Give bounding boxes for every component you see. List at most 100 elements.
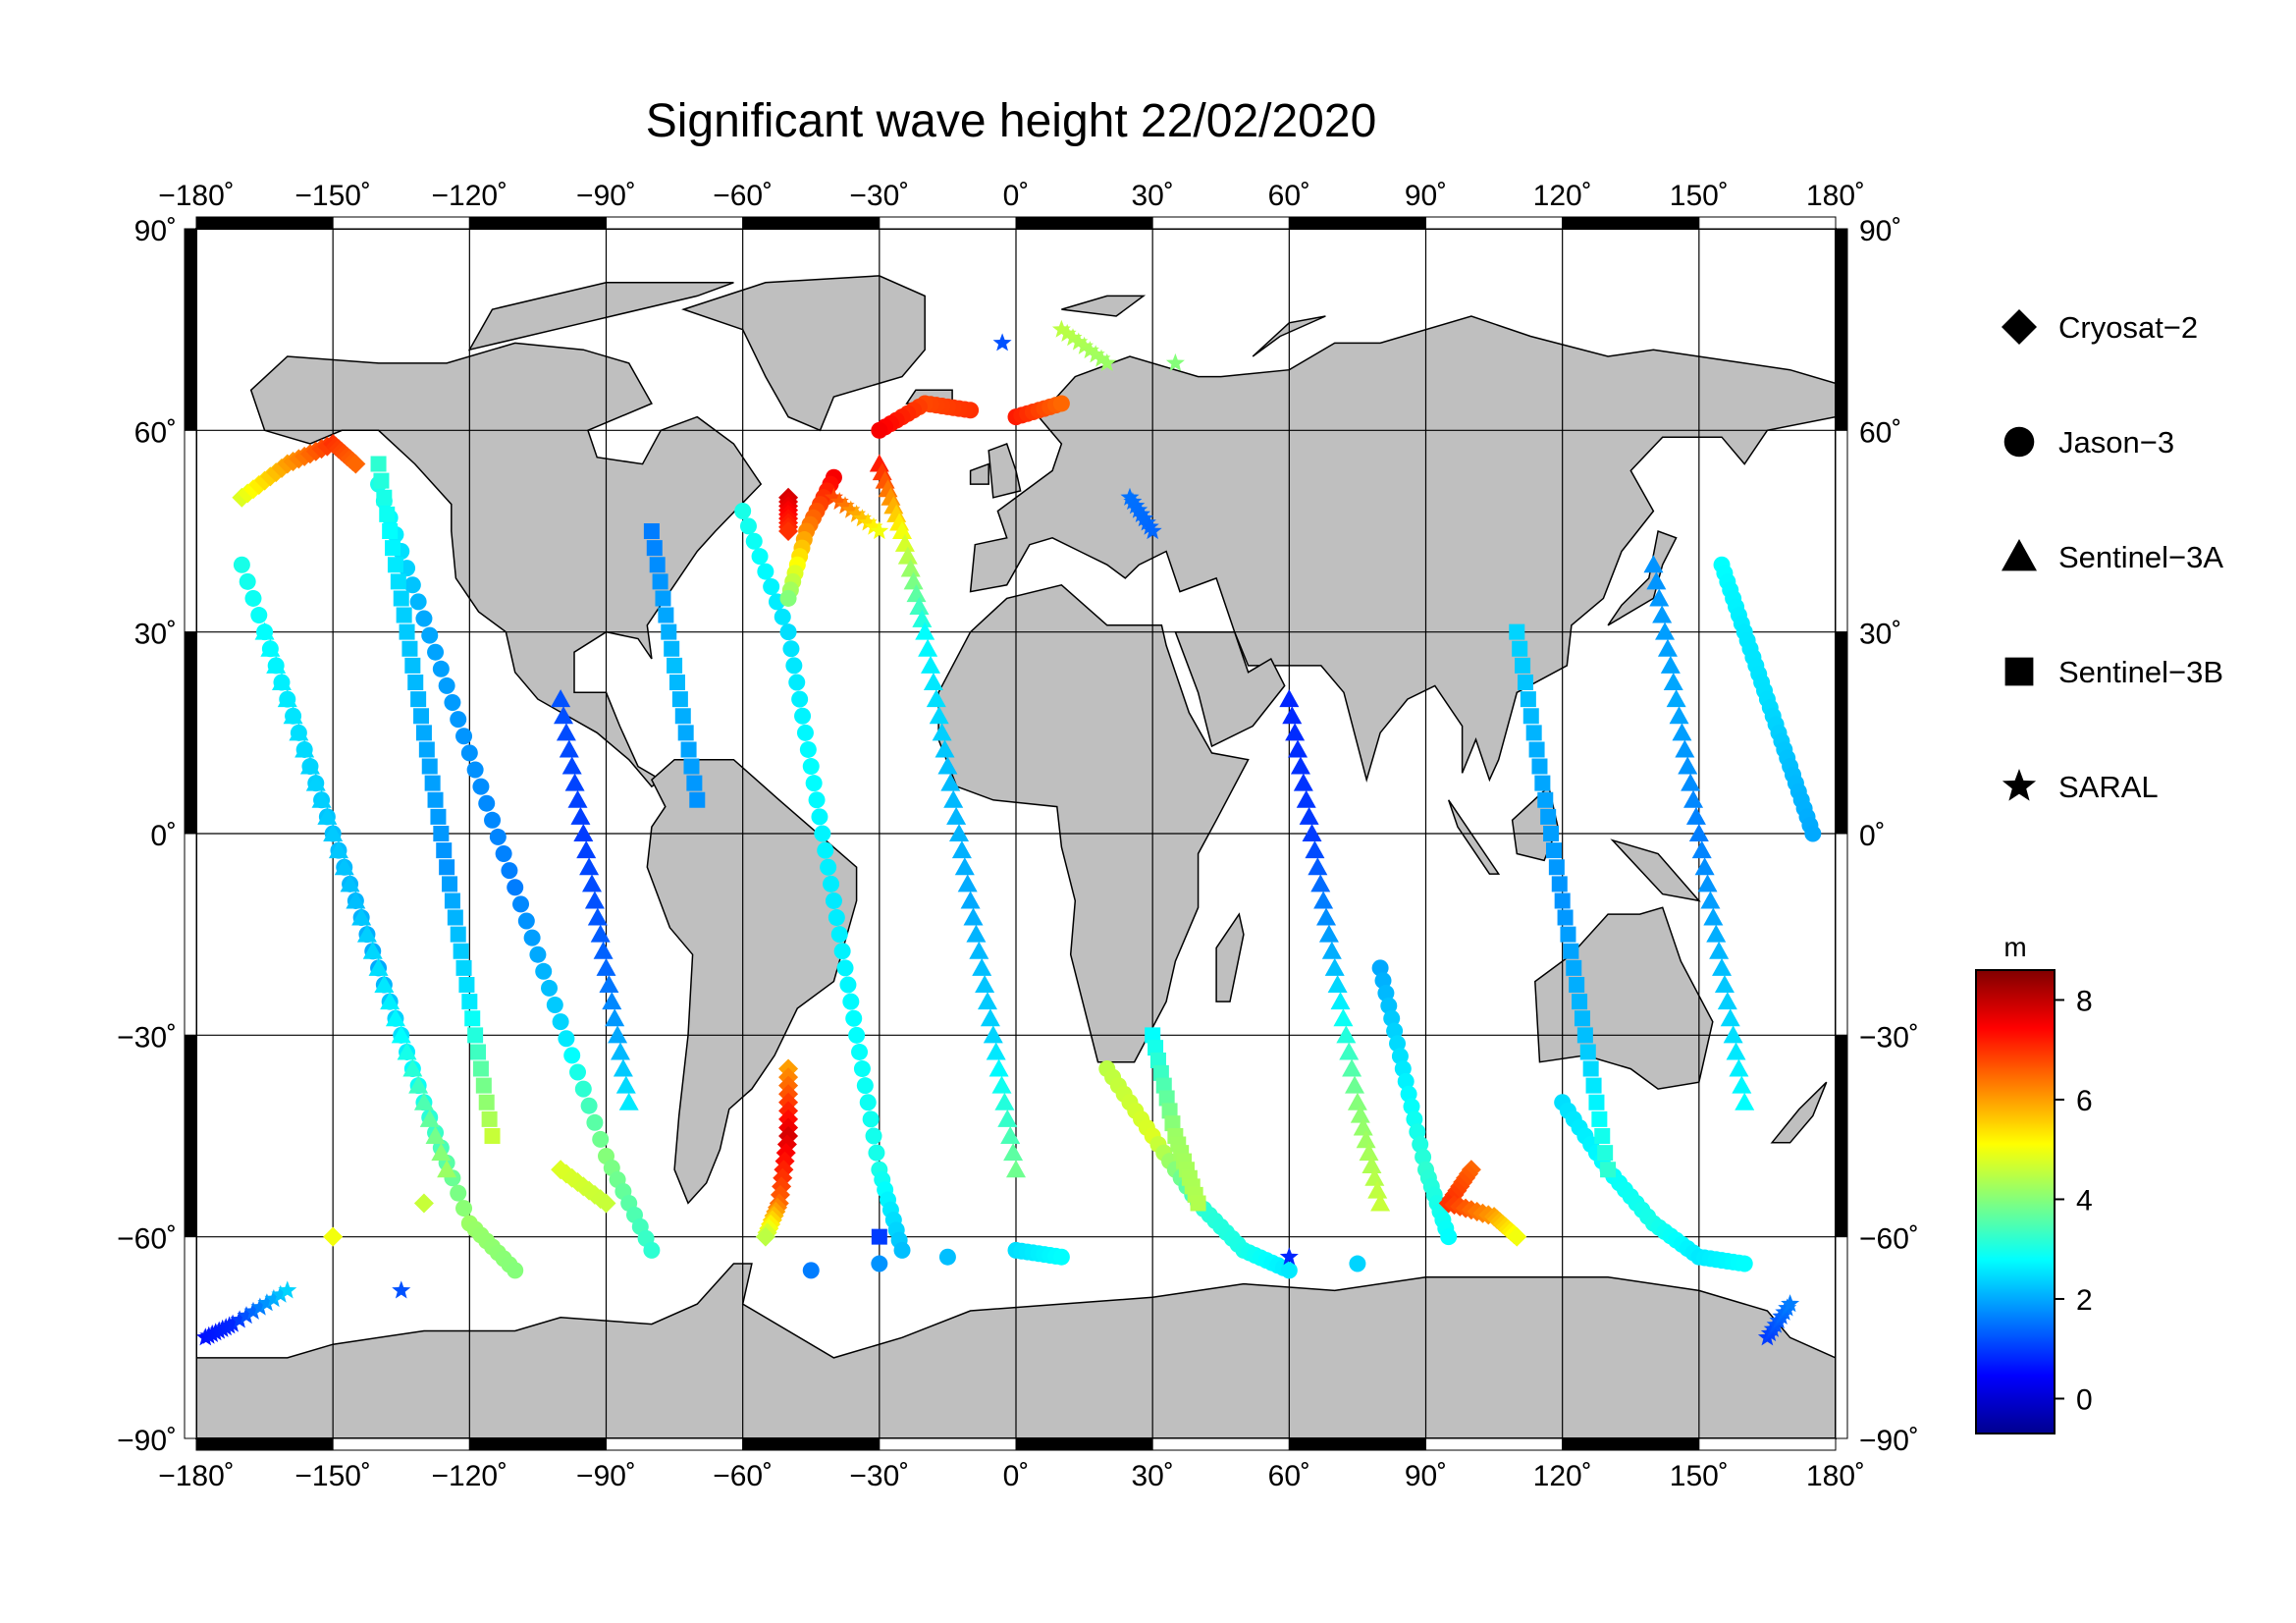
data-point — [1006, 1160, 1026, 1178]
lon-tick-label-bottom: −60˚ — [713, 1460, 773, 1492]
track-point — [1732, 1075, 1752, 1094]
lon-tick-label-top: −90˚ — [576, 180, 636, 212]
track-point — [447, 909, 463, 926]
track-point — [830, 926, 848, 944]
data-point — [802, 1262, 820, 1279]
data-point — [755, 1226, 775, 1247]
track-point — [1359, 1143, 1379, 1162]
data-point — [1440, 1228, 1458, 1246]
track-point — [969, 941, 989, 959]
track-point — [1525, 725, 1542, 741]
track-point — [1540, 808, 1557, 825]
track-point — [1285, 723, 1306, 741]
track-point — [1574, 1010, 1590, 1027]
track-point — [1563, 943, 1579, 959]
data-point — [1145, 1027, 1161, 1044]
track-point — [862, 1110, 880, 1128]
track-point — [380, 992, 400, 1010]
data-point — [1509, 623, 1525, 640]
track-point — [903, 571, 924, 590]
track-point — [271, 673, 292, 690]
track-point — [954, 857, 975, 876]
track-point — [1299, 806, 1319, 825]
track-point — [450, 926, 466, 943]
track-point — [580, 1097, 598, 1114]
legend-triangle-icon — [2002, 539, 2037, 571]
track-point — [668, 675, 685, 690]
track-point — [966, 924, 987, 943]
axis-tick-labels: −180˚ −180˚ −150˚ −150˚ −120˚ −120˚ −90˚ −90˚ −6… — [117, 180, 1919, 1492]
track-point — [951, 840, 972, 859]
colorbar-unit-label: m — [2003, 932, 2026, 962]
track-point — [409, 593, 427, 611]
land-eurasia — [969, 315, 1836, 784]
track-point — [592, 1130, 610, 1148]
frame-bar-bottom — [1425, 1437, 1564, 1451]
track-point — [1380, 997, 1398, 1014]
track-point — [912, 609, 933, 627]
track-point — [382, 523, 399, 539]
data-point — [1302, 824, 1322, 841]
track-point — [605, 1008, 625, 1027]
track-point — [404, 657, 421, 674]
track-point — [828, 909, 845, 927]
track-point — [334, 857, 354, 876]
track-point — [593, 941, 614, 959]
track-point — [1537, 791, 1554, 808]
track-point — [413, 1092, 434, 1110]
track-point — [1126, 496, 1146, 514]
track-point — [991, 1075, 1012, 1094]
track-point — [351, 907, 372, 926]
track-point — [264, 1289, 284, 1308]
track-point — [1057, 323, 1077, 342]
track-point — [385, 1008, 405, 1027]
lon-tick-label-top: −180˚ — [158, 180, 235, 212]
track-point — [940, 773, 961, 791]
track-point — [576, 840, 597, 859]
track-point — [847, 504, 867, 522]
lon-tick-label-top: −60˚ — [713, 180, 773, 212]
data-point — [1052, 395, 1070, 412]
land-ireland — [969, 462, 989, 485]
track-point — [1086, 345, 1105, 363]
track-point — [836, 959, 854, 977]
data-point — [1280, 1262, 1298, 1279]
track-point — [1290, 756, 1310, 775]
track-point — [1522, 708, 1539, 725]
track-point — [584, 891, 605, 909]
lon-tick-label-bottom: −180˚ — [158, 1460, 235, 1492]
data-point — [552, 1013, 569, 1031]
data-point — [779, 589, 797, 607]
colorbar-tick-label: 0 — [2076, 1383, 2093, 1416]
data-point — [778, 521, 799, 541]
land-new-zealand — [1770, 1081, 1828, 1144]
track-point — [266, 655, 287, 674]
track-point — [470, 1044, 487, 1060]
frame-bar-top — [879, 216, 1017, 230]
track-point — [475, 1077, 492, 1094]
track-point — [1148, 1040, 1164, 1056]
track-point — [943, 789, 964, 808]
track-point — [1557, 909, 1574, 926]
track-point — [1412, 1136, 1429, 1154]
track-point — [466, 761, 484, 779]
track-point — [1161, 1103, 1178, 1119]
track-point — [1657, 638, 1678, 657]
lon-tick-label-top: −150˚ — [294, 180, 371, 212]
series-SARAL — [196, 319, 1800, 1346]
track-point — [546, 997, 563, 1014]
frame-bar-left — [184, 1236, 197, 1439]
track-point — [686, 775, 703, 791]
data-point — [992, 333, 1012, 352]
data-point — [643, 523, 660, 539]
frame-bar-right — [1835, 429, 1848, 633]
track-point — [865, 1127, 882, 1145]
track-point — [1543, 826, 1560, 841]
track-point — [1569, 977, 1585, 993]
track-point — [250, 1297, 270, 1316]
track-point — [1075, 336, 1095, 354]
track-point — [582, 874, 603, 893]
track-point — [613, 1058, 633, 1077]
track-point — [1327, 975, 1348, 993]
lon-tick-label-top: 120˚ — [1533, 180, 1592, 212]
